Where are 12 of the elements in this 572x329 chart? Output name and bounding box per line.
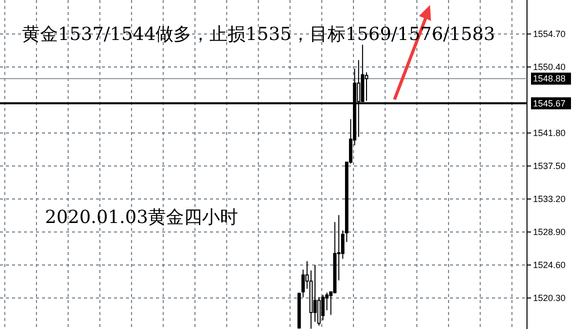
y-tick-label: 1541.80 bbox=[533, 128, 566, 138]
annotation: 2020.01.03黄金四小时 bbox=[45, 207, 238, 228]
y-tick-label: 1533.20 bbox=[533, 194, 566, 204]
ref-line-label: 1545.67 bbox=[533, 98, 566, 108]
y-tick-label: 1524.60 bbox=[533, 260, 566, 270]
y-tick-label: 1554.70 bbox=[533, 28, 566, 39]
y-tick-label: 1520.30 bbox=[533, 292, 566, 303]
ref-line-label: 1548.88 bbox=[533, 74, 566, 84]
y-tick-label: 1537.50 bbox=[533, 160, 566, 171]
y-tick-label: 1528.90 bbox=[533, 226, 566, 237]
y-tick-label: 1550.40 bbox=[533, 62, 566, 72]
candlestick bbox=[317, 296, 321, 326]
